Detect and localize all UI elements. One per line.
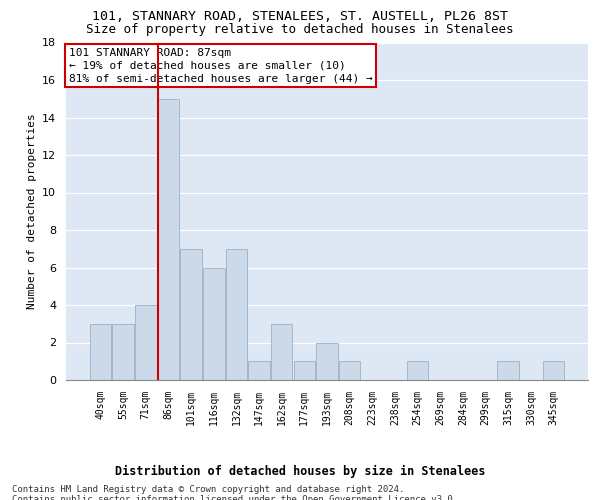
Bar: [316, 342, 338, 380]
Y-axis label: Number of detached properties: Number of detached properties: [26, 114, 37, 309]
Text: Contains HM Land Registry data © Crown copyright and database right 2024.
Contai: Contains HM Land Registry data © Crown c…: [12, 485, 458, 500]
Text: Distribution of detached houses by size in Stenalees: Distribution of detached houses by size …: [115, 465, 485, 478]
Bar: [543, 361, 564, 380]
Bar: [407, 361, 428, 380]
Bar: [112, 324, 134, 380]
Text: Size of property relative to detached houses in Stenalees: Size of property relative to detached ho…: [86, 22, 514, 36]
Bar: [293, 361, 315, 380]
Bar: [181, 248, 202, 380]
Bar: [90, 324, 111, 380]
Bar: [497, 361, 519, 380]
Text: 101 STANNARY ROAD: 87sqm
← 19% of detached houses are smaller (10)
81% of semi-d: 101 STANNARY ROAD: 87sqm ← 19% of detach…: [68, 48, 373, 84]
Bar: [135, 305, 157, 380]
Text: 101, STANNARY ROAD, STENALEES, ST. AUSTELL, PL26 8ST: 101, STANNARY ROAD, STENALEES, ST. AUSTE…: [92, 10, 508, 23]
Bar: [203, 268, 224, 380]
Bar: [339, 361, 361, 380]
Bar: [248, 361, 270, 380]
Bar: [226, 248, 247, 380]
Bar: [158, 99, 179, 380]
Bar: [271, 324, 292, 380]
